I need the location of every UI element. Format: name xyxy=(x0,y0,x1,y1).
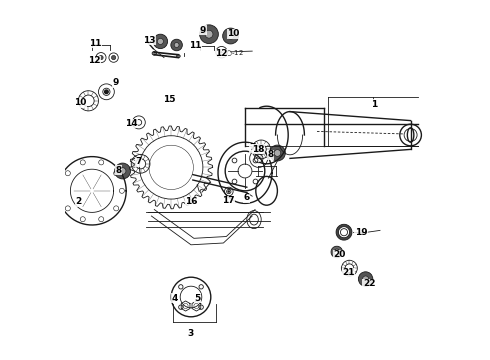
Circle shape xyxy=(111,55,116,60)
Text: 20: 20 xyxy=(333,250,345,259)
Text: 13: 13 xyxy=(144,36,156,45)
Text: 18: 18 xyxy=(252,145,265,154)
Text: 4: 4 xyxy=(172,294,178,302)
Circle shape xyxy=(363,276,368,282)
Text: 10: 10 xyxy=(74,99,86,108)
Text: 9: 9 xyxy=(200,26,206,35)
Text: 14: 14 xyxy=(125,119,138,128)
Circle shape xyxy=(99,55,103,60)
Text: 1: 1 xyxy=(371,100,378,109)
Text: 7: 7 xyxy=(249,143,255,152)
Text: 15: 15 xyxy=(163,94,175,104)
Text: 9: 9 xyxy=(112,78,119,87)
Text: 16: 16 xyxy=(186,197,198,206)
Text: 21: 21 xyxy=(343,269,355,277)
Text: 8: 8 xyxy=(267,150,273,159)
Circle shape xyxy=(153,34,168,49)
Circle shape xyxy=(171,39,182,51)
Text: 10: 10 xyxy=(227,29,240,38)
Text: 6: 6 xyxy=(244,194,250,202)
Circle shape xyxy=(199,25,219,44)
Text: 8: 8 xyxy=(115,166,122,175)
Ellipse shape xyxy=(152,51,156,55)
Circle shape xyxy=(270,145,285,161)
Text: 11: 11 xyxy=(89,39,102,48)
Circle shape xyxy=(205,30,213,38)
Circle shape xyxy=(220,51,222,53)
Circle shape xyxy=(358,272,373,286)
Circle shape xyxy=(115,163,130,179)
Circle shape xyxy=(227,33,234,39)
Circle shape xyxy=(228,190,230,193)
Text: 7: 7 xyxy=(136,157,142,166)
Ellipse shape xyxy=(176,55,180,58)
Text: 22: 22 xyxy=(363,279,375,288)
Text: 12: 12 xyxy=(88,56,101,65)
Circle shape xyxy=(274,150,281,156)
Circle shape xyxy=(222,28,239,44)
Circle shape xyxy=(104,90,108,94)
Text: 19: 19 xyxy=(355,229,367,238)
Text: 2: 2 xyxy=(75,197,82,206)
Text: 17: 17 xyxy=(222,196,234,205)
Text: 11: 11 xyxy=(189,41,201,50)
Circle shape xyxy=(174,42,179,48)
Text: 12: 12 xyxy=(215,49,227,58)
Text: $\bigcirc$-12: $\bigcirc$-12 xyxy=(225,48,244,58)
Circle shape xyxy=(119,168,126,174)
Text: 3: 3 xyxy=(187,329,194,338)
Text: 5: 5 xyxy=(195,294,200,302)
Circle shape xyxy=(157,39,164,44)
